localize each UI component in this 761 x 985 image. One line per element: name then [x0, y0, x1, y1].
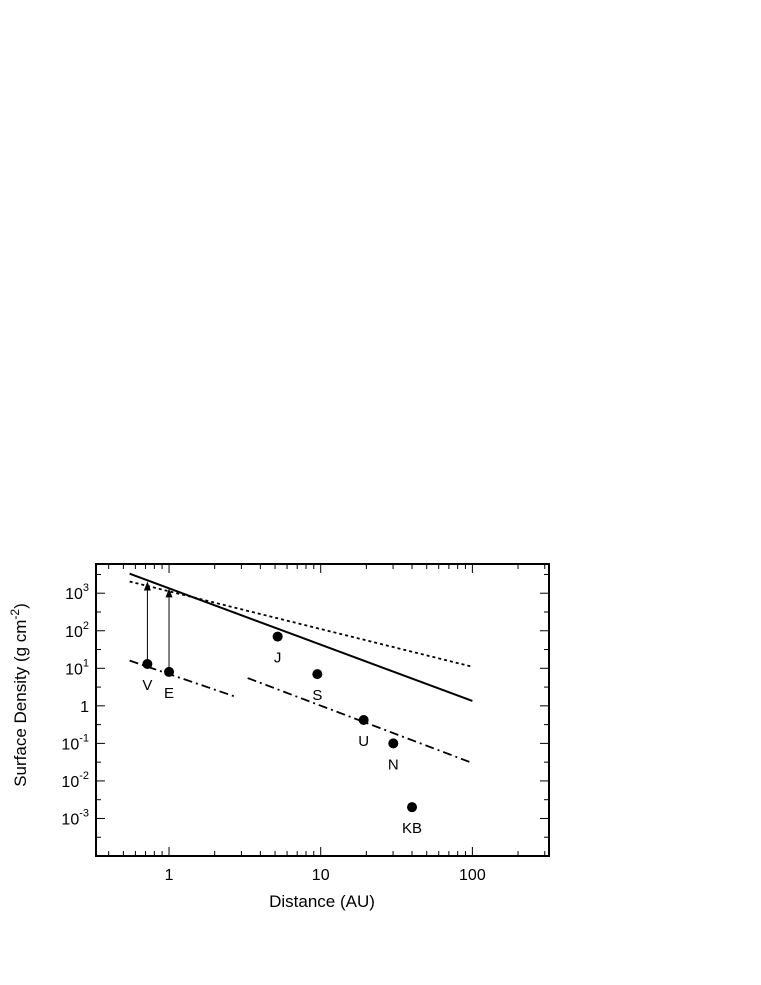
y-tick-exponent: -1 — [79, 732, 89, 744]
data-points: V E J S U N KB — [142, 631, 422, 837]
point-V — [142, 659, 153, 670]
y-tick-base: 10 — [65, 624, 83, 641]
line-dotted-1 — [129, 580, 473, 668]
point-label-KB: KB — [402, 820, 422, 837]
point-J — [272, 631, 283, 642]
series-lines — [129, 572, 473, 764]
y-tick-exponent: 1 — [83, 657, 89, 669]
x-axis-ticks: 1 10 100 — [108, 564, 546, 884]
y-tick-base: 10 — [65, 661, 83, 678]
point-label-E: E — [164, 685, 174, 702]
y-tick-label-102: 102 — [65, 620, 89, 641]
point-KB — [407, 802, 418, 813]
y-tick-base: 10 — [61, 736, 79, 753]
y-axis-label-main: Surface Density (g cm — [11, 620, 30, 787]
y-tick-base: 10 — [65, 586, 83, 603]
y-tick-label-1: 1 — [80, 699, 89, 716]
y-tick-exponent: 3 — [83, 582, 89, 594]
point-S — [312, 669, 323, 680]
line-solid-0 — [129, 572, 473, 702]
y-axis-label-sup: -2 — [8, 609, 22, 620]
point-E — [164, 666, 175, 677]
point-label-J: J — [274, 650, 282, 667]
y-tick-base: 10 — [61, 811, 79, 828]
y-tick-exponent: -3 — [79, 807, 89, 819]
y-tick-label-10-3: 10-3 — [61, 807, 89, 828]
plot-frame — [95, 563, 550, 857]
y-axis-label: Surface Density (g cm-2) — [8, 603, 30, 787]
y-tick-label-101: 101 — [65, 657, 89, 678]
point-label-V: V — [142, 677, 152, 694]
point-N — [388, 738, 399, 749]
x-axis-label: Distance (AU) — [269, 892, 375, 911]
point-label-S: S — [312, 687, 322, 704]
y-tick-label-103: 103 — [65, 582, 89, 603]
arrow-head-0 — [143, 581, 151, 591]
upper-limit-arrows — [143, 581, 173, 672]
x-tick-label-1: 1 — [165, 867, 174, 884]
point-U — [358, 714, 369, 725]
arrow-head-1 — [165, 588, 173, 598]
y-tick-exponent: 2 — [83, 620, 89, 632]
point-label-N: N — [388, 756, 399, 773]
y-tick-label-10-2: 10-2 — [61, 770, 89, 791]
y-tick-base: 1 — [80, 699, 89, 716]
y-tick-exponent: -2 — [79, 770, 89, 782]
y-tick-base: 10 — [61, 774, 79, 791]
y-tick-label-10-1: 10-1 — [61, 732, 89, 753]
x-tick-label-10: 10 — [312, 867, 330, 884]
point-label-U: U — [358, 733, 369, 750]
y-axis-label-close: ) — [11, 603, 30, 609]
x-tick-label-100: 100 — [459, 867, 486, 884]
